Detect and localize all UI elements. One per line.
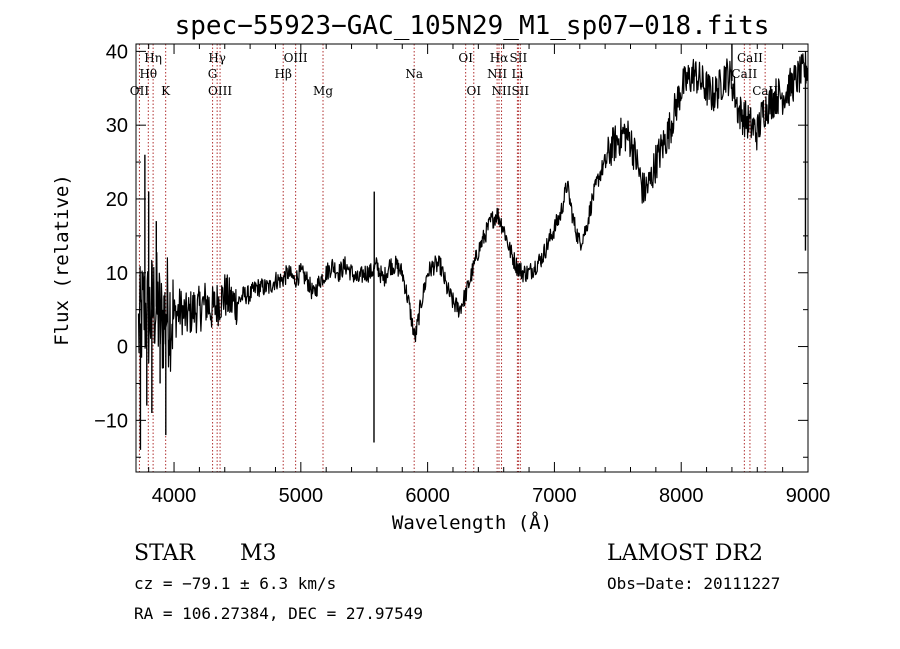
object-subclass: M3 (240, 541, 277, 566)
spectral-line-label: NII (487, 67, 507, 81)
y-tick-label: 20 (106, 189, 128, 211)
spectral-line-label: OII (130, 84, 150, 98)
x-tick-label: 7000 (532, 485, 577, 507)
spectral-line-label: SII (510, 51, 528, 65)
spectral-line-label: CaII (731, 67, 757, 81)
spectral-line-label: Na (405, 67, 423, 81)
spectral-line-label: OI (458, 51, 473, 65)
spectral-line-label: Hη (144, 51, 162, 65)
chart-title: spec−55923−GAC_105N29_M1_sp07−018.fits (175, 11, 770, 41)
spectrum-spikes (139, 44, 807, 450)
spectral-line-label: K (161, 84, 171, 98)
y-axis-ticks: −10 0 10 20 30 40 (94, 41, 808, 458)
y-tick-label: 40 (106, 41, 128, 63)
x-tick-label: 8000 (659, 485, 704, 507)
spectral-line-label: Hθ (139, 67, 157, 81)
x-tick-label: 4000 (152, 485, 197, 507)
spectral-line-label: Hα (490, 51, 509, 65)
plot-frame (135, 43, 809, 473)
spectral-line-label: NII (492, 84, 512, 98)
y-axis-label: Flux (relative) (51, 174, 73, 346)
spectral-line-label: Mg (313, 84, 333, 98)
x-tick-label: 9000 (786, 485, 831, 507)
observation-date: Obs−Date: 20111227 (607, 574, 780, 593)
spectral-line-label: Hβ (275, 67, 292, 81)
spectrum-line (137, 51, 809, 372)
x-axis-label: Wavelength (Å) (392, 511, 552, 534)
redshift-cz: cz = −79.1 ± 6.3 km/s (134, 574, 336, 593)
spectral-line-label: OIII (284, 51, 308, 65)
ra-dec: RA = 106.27384, DEC = 27.97549 (134, 604, 423, 623)
x-tick-label: 5000 (279, 485, 324, 507)
spectral-line-label: OI (466, 84, 481, 98)
y-tick-label: 30 (106, 115, 128, 137)
spectral-line-markers (138, 44, 766, 472)
y-tick-label: 0 (117, 337, 128, 359)
spectral-line-label: Li (511, 67, 523, 81)
spectral-line-label: CaII (752, 84, 778, 98)
survey-name: LAMOST DR2 (607, 541, 763, 566)
x-axis-ticks: 4000 5000 6000 7000 8000 9000 (148, 44, 831, 507)
y-tick-label: −10 (94, 410, 128, 432)
spectral-line-label: SII (511, 84, 529, 98)
spectral-line-label: CaII (737, 51, 763, 65)
spectral-line-label: G (208, 67, 218, 81)
x-tick-label: 6000 (405, 485, 450, 507)
object-class: STAR (134, 541, 196, 566)
spectral-line-label: OIII (208, 84, 232, 98)
y-tick-label: 10 (106, 263, 128, 285)
spectral-line-label: Hγ (208, 51, 226, 65)
